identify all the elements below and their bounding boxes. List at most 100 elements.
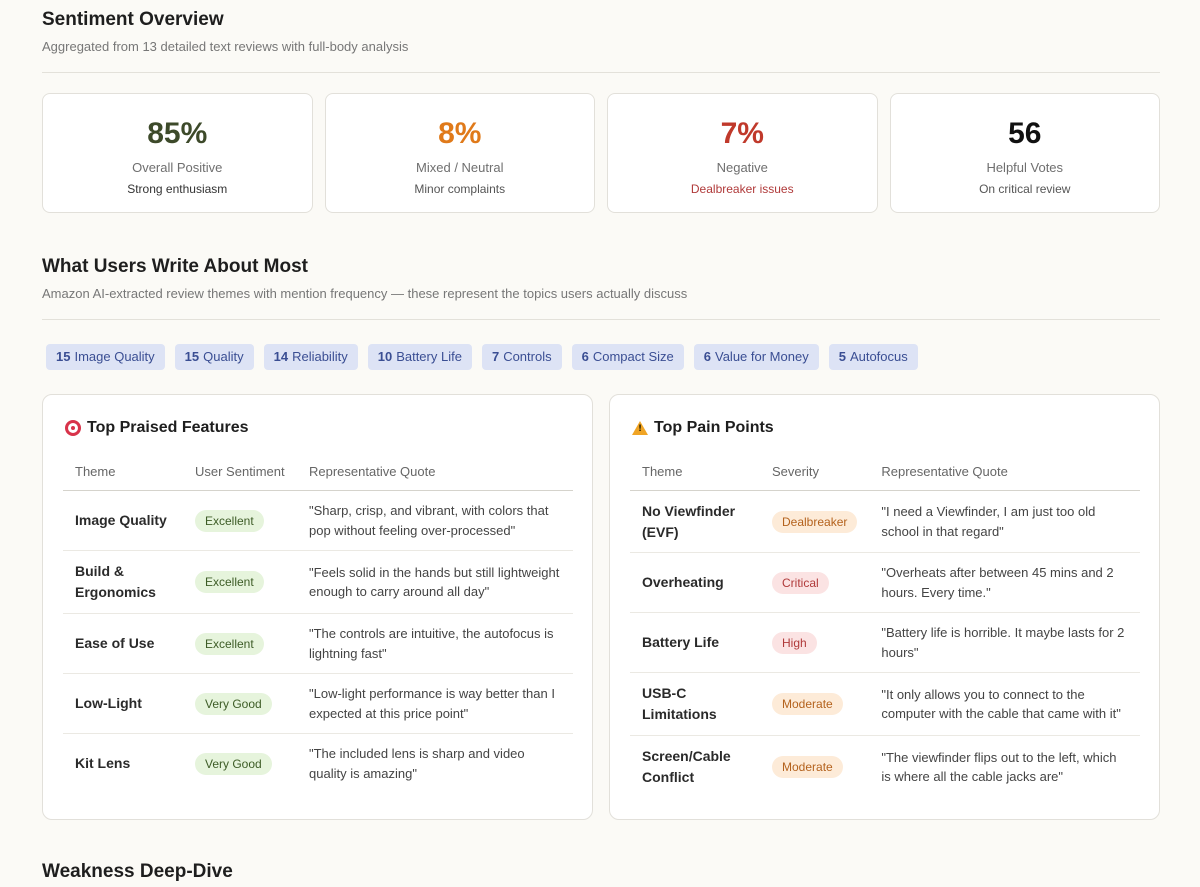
table-row: Kit Lens Very Good "The included lens is s… bbox=[63, 734, 573, 794]
theme-chip: 10 Battery Life bbox=[367, 344, 472, 370]
row-theme: Low-Light bbox=[63, 673, 183, 734]
table-row: Image Quality Excellent "Sharp, crisp, and… bbox=[63, 490, 573, 551]
severity-badge: Moderate bbox=[772, 693, 843, 715]
chip-label: Image Quality bbox=[74, 349, 155, 364]
row-quote: "It only allows you to connect to the co… bbox=[869, 672, 1140, 736]
chip-label: Reliability bbox=[292, 349, 348, 364]
row-quote: "The included lens is sharp and video qu… bbox=[309, 746, 525, 781]
chip-count: 5 bbox=[838, 349, 846, 364]
table-row: Low-Light Very Good "Low-light performance… bbox=[63, 673, 573, 734]
theme-chips: 15 Image Quality 15 Quality 14 Reliability 10 B… bbox=[46, 344, 918, 370]
table-row: Ease of Use Excellent "The controls are in… bbox=[63, 613, 573, 674]
table-row: USB-C Limitations Moderate "It only allows… bbox=[630, 672, 1140, 736]
stat-card-neutral: 8% Mixed / Neutral Minor complaints bbox=[324, 93, 595, 213]
column-header: Theme bbox=[63, 453, 183, 491]
chip-count: 15 bbox=[56, 349, 71, 364]
row-quote: "Battery life is horrible. It maybe last… bbox=[869, 612, 1140, 673]
chip-count: 15 bbox=[184, 349, 200, 364]
pain-points-panel: ! Top Pain Points Theme Severity Represe… bbox=[609, 394, 1160, 820]
row-theme: USB-C Limitations bbox=[630, 672, 760, 736]
themes-title: What Users Write About Most bbox=[42, 256, 309, 277]
column-header: Severity bbox=[760, 453, 870, 491]
target-icon bbox=[65, 420, 81, 436]
table-row: Screen/Cable Conflict Moderate "The viewfi… bbox=[630, 736, 1140, 799]
praised-features-heading: Top Praised Features bbox=[65, 419, 249, 437]
sentiment-overview-title: Sentiment Overview bbox=[42, 9, 224, 30]
column-header: Theme bbox=[630, 453, 760, 491]
pain-points-table: Theme Severity Representative Quote No V… bbox=[630, 453, 1140, 799]
stat-label: Overall Positive bbox=[132, 160, 223, 175]
row-badge-cell: Very Good bbox=[183, 734, 297, 794]
row-badge-cell: Moderate bbox=[760, 736, 869, 799]
row-quote: "Feels solid in the hands but still ligh… bbox=[297, 550, 573, 614]
chip-label: Controls bbox=[503, 349, 552, 364]
row-badge-cell: High bbox=[760, 612, 870, 673]
stat-cards: 85% Overall Positive Strong enthusiasm 8… bbox=[42, 93, 1160, 213]
row-theme: Overheating bbox=[630, 552, 760, 613]
stat-card-helpful-votes: 56 Helpful Votes On critical review bbox=[889, 93, 1160, 213]
chip-label: Compact Size bbox=[592, 349, 674, 364]
row-badge-cell: Very Good bbox=[183, 673, 297, 734]
row-badge-cell: Excellent bbox=[183, 613, 297, 674]
theme-chip: 5 Autofocus bbox=[828, 344, 918, 370]
row-theme: Image Quality bbox=[63, 490, 183, 551]
severity-badge: Moderate bbox=[772, 756, 843, 779]
chip-count: 10 bbox=[377, 349, 393, 364]
stat-note: Minor complaints bbox=[414, 182, 506, 196]
stat-card-negative: 7% Negative Dealbreaker issues bbox=[607, 93, 878, 213]
sentiment-overview-subtitle: Aggregated from 13 detailed text reviews… bbox=[42, 39, 409, 54]
sentiment-badge: Excellent bbox=[195, 632, 264, 655]
stat-value: 8% bbox=[438, 117, 482, 150]
row-quote: "The controls are intuitive, the autofoc… bbox=[297, 613, 573, 674]
severity-badge: High bbox=[772, 631, 817, 654]
praised-features-table: Theme User Sentiment Representative Quot… bbox=[63, 453, 573, 794]
chip-count: 6 bbox=[581, 349, 589, 364]
row-theme: Kit Lens bbox=[75, 755, 131, 772]
stat-value: 7% bbox=[720, 117, 764, 150]
theme-chip: 7 Controls bbox=[481, 344, 562, 370]
theme-chip: 6 Compact Size bbox=[571, 344, 684, 370]
stat-label: Negative bbox=[716, 160, 768, 175]
row-quote: "I need a Viewfinder, I am just too old … bbox=[869, 490, 1140, 553]
severity-badge: Dealbreaker bbox=[772, 510, 858, 533]
row-quote: "Overheats after between 45 mins and 2 h… bbox=[869, 552, 1140, 613]
row-badge-cell: Critical bbox=[760, 552, 870, 613]
table-row: Battery Life High "Battery life is horribl… bbox=[630, 612, 1140, 673]
chip-label: Value for Money bbox=[715, 349, 809, 364]
row-badge-cell: Dealbreaker bbox=[760, 490, 870, 553]
pain-points-title: Top Pain Points bbox=[654, 419, 774, 436]
row-theme: Build & Ergonomics bbox=[63, 550, 183, 614]
row-quote: "Low-light performance is way better tha… bbox=[297, 673, 573, 734]
column-header: Representative Quote bbox=[297, 453, 573, 491]
theme-chip: 14 Reliability bbox=[263, 344, 358, 370]
warning-icon: ! bbox=[632, 421, 648, 435]
stat-note: Dealbreaker issues bbox=[690, 182, 794, 196]
stat-card-positive: 85% Overall Positive Strong enthusiasm bbox=[42, 93, 313, 213]
table-header-row: Theme User Sentiment Representative Quot… bbox=[63, 453, 573, 491]
pain-points-heading: ! Top Pain Points bbox=[632, 419, 774, 437]
table-row: Overheating Critical "Overheats after betw… bbox=[630, 552, 1140, 613]
row-badge-cell: Excellent bbox=[183, 550, 297, 614]
row-badge-cell: Excellent bbox=[183, 490, 297, 551]
stat-note: On critical review bbox=[979, 182, 1071, 196]
sentiment-badge: Very Good bbox=[195, 692, 272, 715]
divider bbox=[42, 319, 1160, 320]
stat-value: 56 bbox=[1008, 117, 1042, 150]
stat-value: 85% bbox=[147, 117, 208, 150]
theme-chip: 15 Image Quality bbox=[46, 344, 165, 370]
row-quote: "Sharp, crisp, and vibrant, with colors … bbox=[297, 490, 573, 551]
column-header: User Sentiment bbox=[183, 453, 297, 491]
chip-label: Battery Life bbox=[396, 349, 462, 364]
row-badge-cell: Moderate bbox=[760, 672, 870, 736]
table-row: Build & Ergonomics Excellent "Feels solid … bbox=[63, 550, 573, 614]
divider bbox=[42, 72, 1160, 73]
weakness-title: Weakness Deep-Dive bbox=[42, 861, 233, 882]
stat-note: Strong enthusiasm bbox=[127, 182, 228, 196]
row-quote: "The viewfinder flips out to the left, w… bbox=[881, 749, 1117, 785]
sentiment-badge: Excellent bbox=[195, 509, 264, 532]
chip-label: Quality bbox=[203, 349, 244, 364]
chip-count: 14 bbox=[273, 349, 289, 364]
row-theme: Screen/Cable Conflict bbox=[642, 748, 731, 786]
column-header: Representative Quote bbox=[869, 453, 1140, 491]
row-theme: Battery Life bbox=[630, 612, 760, 673]
